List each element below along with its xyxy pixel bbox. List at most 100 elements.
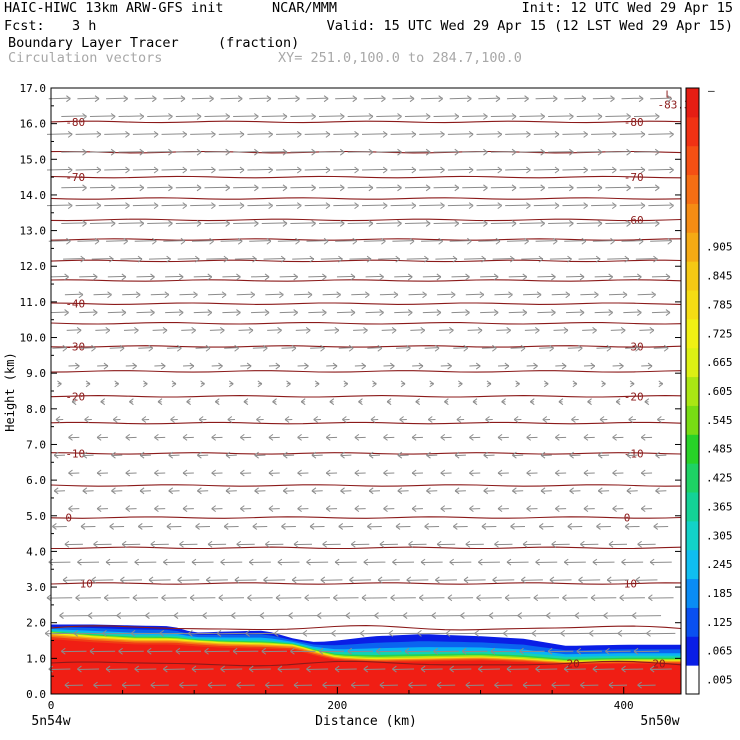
wind-vector [367, 523, 382, 530]
wind-vector [481, 523, 497, 530]
wind-vector [538, 523, 554, 530]
wind-vector [240, 433, 252, 441]
wind-vector [354, 505, 366, 513]
wind-vector [48, 237, 71, 245]
wind-vector [165, 309, 184, 316]
wind-vector [248, 558, 271, 566]
wind-vector [508, 309, 528, 316]
wind-vector [418, 594, 445, 602]
cross-section-endpoints: XY= 251.0,100.0 to 284.7,100.0 [278, 50, 522, 66]
wind-vector [591, 130, 617, 138]
circulation-vectors [44, 95, 676, 689]
wind-vector [368, 487, 381, 495]
wind-vector [125, 505, 137, 513]
wind-vector [478, 237, 501, 245]
wind-vector [597, 451, 610, 459]
wind-vector [635, 576, 658, 584]
wind-vector [75, 594, 101, 602]
wind-vector [440, 505, 452, 513]
wind-vector [526, 469, 538, 477]
wind-vector [433, 184, 460, 192]
wind-vector [220, 237, 243, 245]
temperature-contour [51, 546, 682, 550]
wind-vector [257, 380, 263, 388]
wind-vector [139, 487, 151, 495]
wind-vector [640, 505, 653, 513]
colorbar-label: .725 [706, 327, 733, 340]
vectors-label: Circulation vectors [8, 50, 163, 66]
wind-vector [394, 309, 413, 316]
valid-time: Valid: 15 UTC Wed 29 Apr 15 (12 LST Wed … [326, 18, 733, 34]
wind-vector [523, 291, 542, 299]
wind-vector [120, 576, 142, 584]
wind-vector [208, 291, 227, 299]
wind-vector [438, 326, 454, 334]
wind-vector [454, 487, 466, 495]
wind-vector [404, 647, 431, 655]
wind-vector [154, 433, 166, 441]
wind-vector [444, 398, 449, 406]
wind-vector [521, 255, 544, 263]
wind-vector [476, 130, 503, 138]
wind-vector [261, 184, 288, 192]
wind-vector [349, 255, 372, 263]
wind-vector [175, 184, 202, 192]
wind-vector [651, 273, 671, 281]
wind-vector [335, 237, 358, 245]
wind-vector [610, 326, 626, 334]
wind-vector [469, 433, 481, 441]
colorbar-swatch [686, 463, 699, 493]
colorbar-swatch [686, 145, 699, 176]
wind-vector [564, 95, 587, 103]
wind-vector [411, 469, 423, 477]
wind-vector [161, 202, 188, 210]
wind-vector [379, 540, 398, 548]
wind-vector [648, 130, 674, 138]
y-tick-label: 16.0 [20, 118, 47, 131]
wind-vector [64, 291, 84, 299]
wind-vector [505, 166, 531, 174]
wind-vector [136, 309, 155, 316]
wind-vector [476, 166, 503, 174]
wind-vector [572, 380, 578, 388]
wind-vector [555, 505, 567, 513]
wind-vector [637, 540, 656, 548]
wind-vector [465, 681, 484, 689]
wind-vector [533, 594, 560, 602]
wind-vector [121, 540, 141, 548]
wind-vector [216, 630, 246, 637]
y-tick-label: 4.0 [26, 545, 46, 558]
wind-vector [419, 130, 445, 138]
wind-vector [118, 148, 145, 156]
wind-vector [657, 416, 665, 423]
wind-vector [363, 665, 386, 673]
wind-vector [607, 255, 630, 263]
wind-vector [576, 113, 603, 120]
y-tick-label: 7.0 [26, 438, 46, 451]
wind-vector [175, 647, 202, 655]
wind-vector [220, 665, 243, 673]
wind-vector [378, 255, 401, 263]
wind-vector [73, 630, 103, 637]
wind-vector [282, 487, 295, 495]
wind-vector [522, 681, 542, 689]
wind-vector [240, 469, 252, 477]
wind-vector [467, 326, 483, 334]
wind-vector [320, 576, 343, 584]
wind-vector [582, 326, 597, 334]
wind-vector [161, 594, 187, 602]
wind-vector [376, 220, 402, 227]
y-tick-label: 12.0 [20, 260, 47, 273]
wind-vector [547, 647, 574, 655]
wind-vector [150, 540, 169, 548]
wind-vector [207, 681, 227, 689]
wind-vector [290, 647, 316, 655]
wind-vector [350, 540, 370, 548]
wind-vector [605, 220, 631, 227]
wind-vector [383, 469, 395, 477]
wind-vector [159, 630, 189, 637]
colorbar-label: .425 [706, 472, 733, 485]
wind-vector [583, 505, 595, 513]
wind-vector [177, 255, 200, 263]
